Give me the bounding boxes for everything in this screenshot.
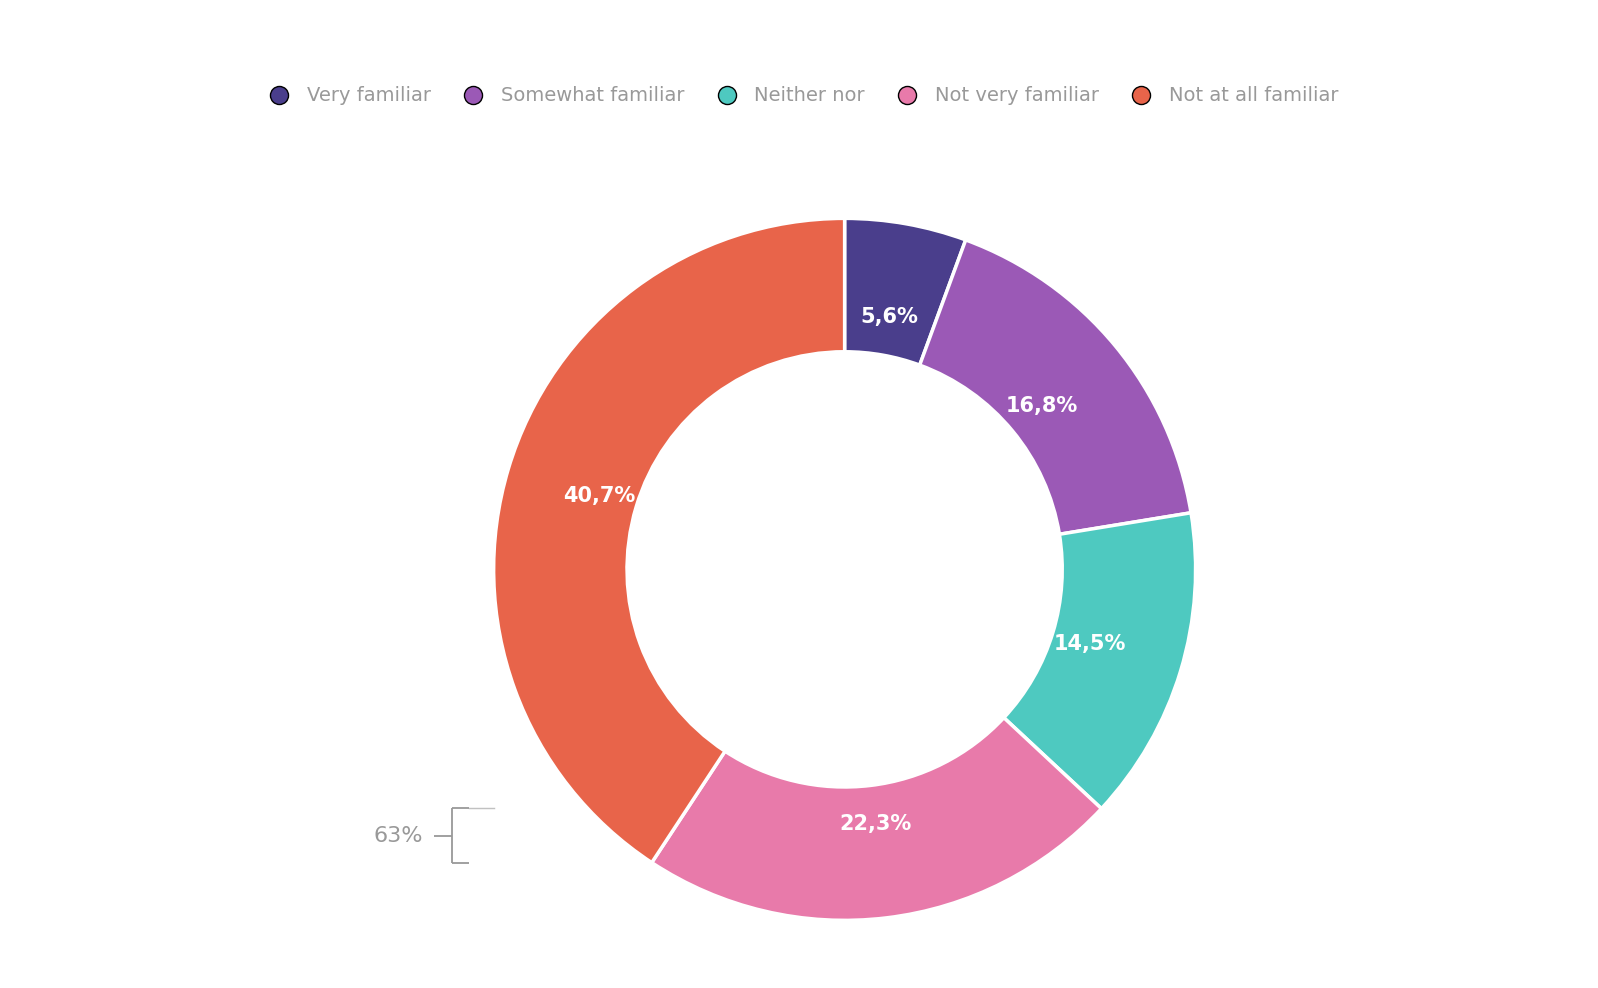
Text: 63%: 63% <box>374 826 423 846</box>
Text: 5,6%: 5,6% <box>861 307 919 327</box>
Wedge shape <box>920 240 1191 535</box>
Legend: Very familiar, Somewhat familiar, Neither nor, Not very familiar, Not at all fam: Very familiar, Somewhat familiar, Neithe… <box>252 79 1346 114</box>
Text: 40,7%: 40,7% <box>562 486 636 506</box>
Wedge shape <box>1004 513 1195 808</box>
Text: 16,8%: 16,8% <box>1007 396 1079 416</box>
Text: 14,5%: 14,5% <box>1053 633 1127 654</box>
Wedge shape <box>652 717 1101 921</box>
Text: 22,3%: 22,3% <box>839 814 911 834</box>
Wedge shape <box>494 218 845 863</box>
Wedge shape <box>845 218 965 366</box>
